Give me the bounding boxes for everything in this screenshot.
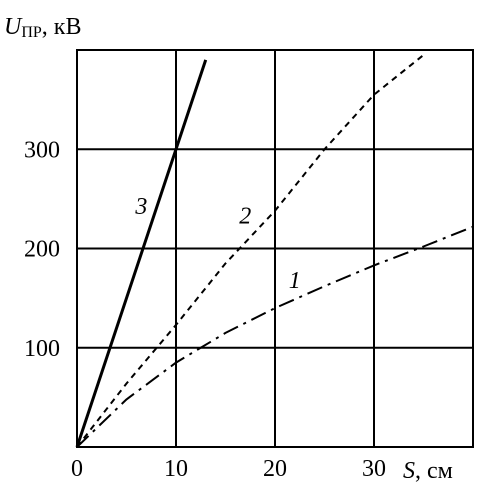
y-tick-label: 200 — [24, 237, 60, 263]
y-tick-label: 100 — [24, 336, 60, 362]
series-line-3 — [75, 59, 208, 448]
y-axis-unit: , кВ — [42, 14, 82, 40]
x-tick-label: 30 — [362, 456, 386, 482]
curve-labels: 1 2 3 — [134, 194, 300, 294]
plot-frame — [76, 49, 474, 448]
x-axis-label: S, см — [403, 458, 453, 484]
tick-labels: 0 10 20 30 100 200 300 — [24, 137, 386, 482]
y-axis-label: UПР, кВ — [4, 14, 81, 41]
y-axis-symbol: U — [4, 14, 23, 40]
series-line-1 — [76, 225, 474, 448]
y-axis-subscript: ПР — [21, 24, 42, 41]
series-group — [75, 54, 474, 448]
curve-label-1: 1 — [289, 268, 301, 294]
x-axis-symbol: S — [403, 458, 415, 484]
curve-label-2: 2 — [239, 204, 251, 230]
x-axis-unit: , см — [415, 458, 453, 484]
grid — [77, 50, 473, 447]
x-tick-label: 10 — [164, 456, 188, 482]
x-tick-label: 20 — [263, 456, 287, 482]
x-tick-label: 0 — [71, 456, 83, 482]
series-line-2 — [76, 54, 425, 448]
curve-label-3: 3 — [134, 194, 147, 220]
y-tick-label: 300 — [24, 137, 60, 163]
